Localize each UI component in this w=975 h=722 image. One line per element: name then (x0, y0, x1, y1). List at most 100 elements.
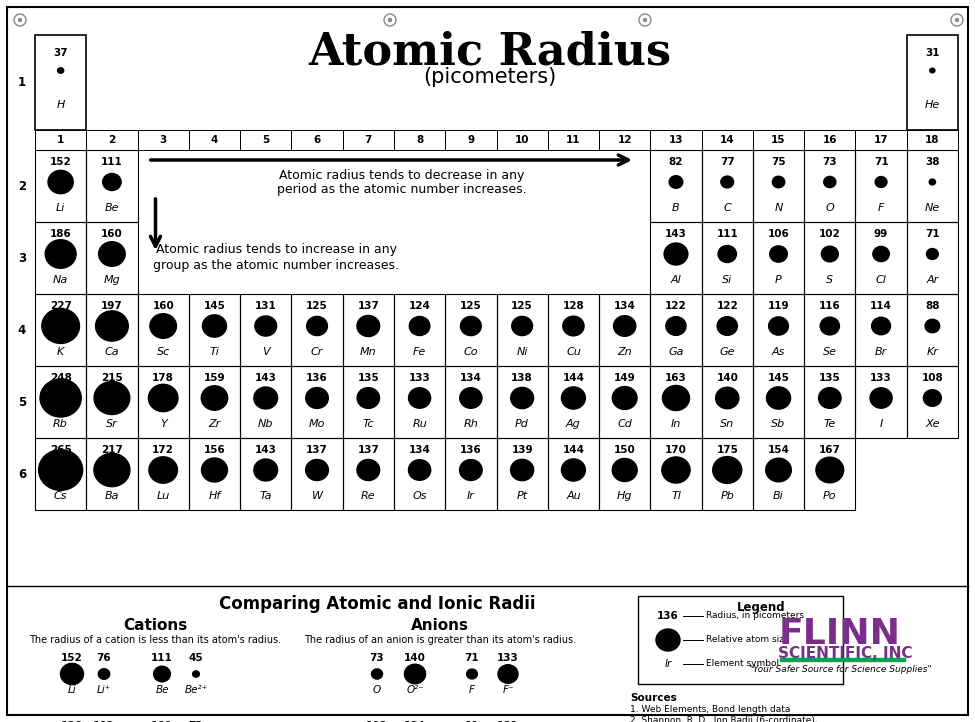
Text: 7: 7 (365, 135, 372, 145)
Ellipse shape (467, 669, 478, 679)
Text: Atomic radius tends to decrease in any: Atomic radius tends to decrease in any (279, 170, 525, 183)
Text: Br: Br (875, 347, 887, 357)
Text: 125: 125 (460, 301, 482, 311)
Text: Mg: Mg (103, 275, 120, 285)
Text: He: He (924, 100, 940, 110)
Bar (446, 366, 496, 438)
Ellipse shape (664, 243, 687, 265)
Text: 71: 71 (874, 157, 888, 167)
Text: 10: 10 (515, 135, 529, 145)
Ellipse shape (102, 173, 121, 191)
Text: Si: Si (722, 275, 732, 285)
Text: 16: 16 (823, 135, 838, 145)
Ellipse shape (870, 388, 892, 408)
Text: O: O (826, 203, 835, 213)
Text: 144: 144 (563, 445, 584, 455)
Text: 72: 72 (189, 721, 204, 722)
Text: 111: 111 (101, 157, 123, 167)
Circle shape (19, 19, 21, 22)
Ellipse shape (150, 314, 176, 339)
Text: Se: Se (823, 347, 837, 357)
Ellipse shape (512, 316, 532, 336)
Text: 82: 82 (669, 157, 683, 167)
Text: 2: 2 (18, 180, 26, 193)
Text: 31: 31 (925, 48, 940, 58)
Text: Ir: Ir (664, 659, 672, 669)
Ellipse shape (42, 308, 80, 344)
Ellipse shape (613, 316, 636, 336)
Text: 5: 5 (18, 396, 26, 409)
Bar (292, 130, 342, 150)
Bar (394, 130, 446, 150)
Bar (496, 294, 548, 366)
Ellipse shape (40, 379, 81, 417)
Text: Comparing Atomic and Ionic Radii: Comparing Atomic and Ionic Radii (219, 595, 535, 613)
Text: 102: 102 (819, 229, 840, 239)
Text: The radius of an anion is greater than its atom's radius.: The radius of an anion is greater than i… (304, 635, 576, 645)
Bar (35, 294, 86, 366)
Bar (855, 366, 907, 438)
Text: Atomic radius tends to increase in any: Atomic radius tends to increase in any (155, 243, 397, 256)
Text: Al: Al (671, 275, 682, 285)
Text: 133: 133 (409, 373, 430, 383)
Text: 136: 136 (306, 373, 328, 383)
Bar (753, 438, 804, 510)
Ellipse shape (148, 384, 178, 412)
Ellipse shape (201, 386, 228, 410)
Text: 4: 4 (211, 135, 218, 145)
Bar (753, 366, 804, 438)
Text: Hg: Hg (617, 491, 633, 501)
Bar (189, 438, 240, 510)
Text: Rb: Rb (54, 419, 68, 429)
Text: Rh: Rh (463, 419, 478, 429)
Text: 3: 3 (160, 135, 167, 145)
Bar (907, 150, 958, 222)
Text: Ag: Ag (566, 419, 581, 429)
Text: 138: 138 (511, 373, 533, 383)
Text: 248: 248 (50, 373, 71, 383)
Text: Pb: Pb (721, 491, 734, 501)
Bar (342, 366, 394, 438)
Ellipse shape (154, 666, 171, 682)
Text: Fe: Fe (413, 347, 426, 357)
Bar (137, 130, 189, 150)
Text: 106: 106 (767, 229, 790, 239)
Text: 156: 156 (204, 445, 225, 455)
Ellipse shape (929, 179, 936, 185)
Text: 125: 125 (306, 301, 328, 311)
Bar (548, 130, 599, 150)
Ellipse shape (98, 242, 125, 266)
Ellipse shape (306, 388, 329, 409)
Bar (855, 150, 907, 222)
Text: 145: 145 (204, 301, 225, 311)
Bar (907, 35, 958, 130)
Text: Zr: Zr (209, 419, 220, 429)
Text: 217: 217 (101, 445, 123, 455)
Text: 152: 152 (61, 653, 83, 663)
Text: 175: 175 (717, 445, 738, 455)
Text: 38: 38 (925, 157, 940, 167)
Bar (702, 294, 753, 366)
Bar (86, 438, 137, 510)
Text: 144: 144 (563, 373, 584, 383)
Text: Mo: Mo (309, 419, 326, 429)
Text: 119: 119 (767, 301, 790, 311)
Ellipse shape (930, 68, 935, 73)
Ellipse shape (718, 317, 737, 335)
Bar (855, 294, 907, 366)
Text: 77: 77 (720, 157, 734, 167)
Bar (599, 438, 650, 510)
Text: Ti: Ti (210, 347, 219, 357)
Ellipse shape (819, 388, 841, 409)
Text: Lu: Lu (157, 491, 170, 501)
Text: 265: 265 (50, 445, 71, 455)
Bar (907, 222, 958, 294)
Bar (137, 294, 189, 366)
Ellipse shape (94, 453, 130, 487)
Bar (35, 438, 86, 510)
Text: S: S (826, 275, 834, 285)
Ellipse shape (96, 311, 129, 341)
Text: Pt: Pt (517, 491, 527, 501)
Bar (702, 222, 753, 294)
Text: 13: 13 (669, 135, 683, 145)
